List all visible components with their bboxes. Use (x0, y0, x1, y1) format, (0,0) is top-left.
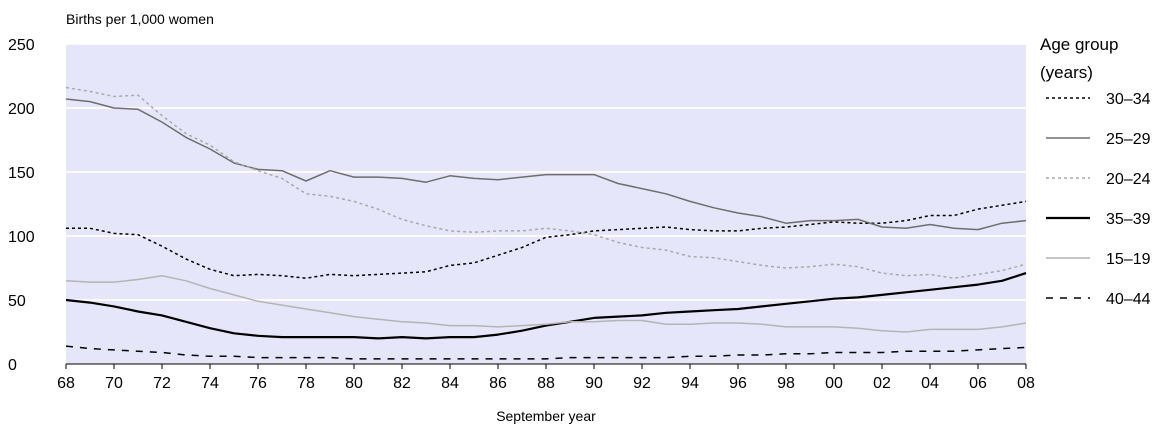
x-tick-label-84: 84 (441, 375, 459, 392)
x-tick-label-72: 72 (153, 375, 171, 392)
x-tick-label-82: 82 (393, 375, 411, 392)
plot-background (66, 44, 1026, 364)
legend-title-line1: Age group (1040, 35, 1118, 54)
x-tick-label-08: 08 (1017, 375, 1035, 392)
series-line-3 (65, 272, 1027, 340)
legend-label-5: 40–44 (1106, 291, 1151, 308)
series-line-2 (65, 86, 1027, 279)
y-tick-label-100: 100 (8, 229, 35, 246)
x-tick-label-96: 96 (729, 375, 747, 392)
x-tick-label-88: 88 (537, 375, 555, 392)
y-tick-label-0: 0 (8, 357, 17, 374)
series-lines (65, 86, 1027, 360)
x-tick-label-76: 76 (249, 375, 267, 392)
legend-title-line2: (years) (1040, 63, 1093, 82)
x-tick-label-74: 74 (201, 375, 219, 392)
legend-label-1: 25–29 (1106, 131, 1151, 148)
series-line-5 (65, 345, 1027, 360)
x-tick-label-94: 94 (681, 375, 699, 392)
legend: Age group (years) 30–34 25–29 20–24 35–39 15… (1040, 35, 1151, 308)
x-tick-label-78: 78 (297, 375, 315, 392)
legend-label-0: 30–34 (1106, 91, 1151, 108)
legend-label-3: 35–39 (1106, 211, 1151, 228)
x-tick-label-80: 80 (345, 375, 363, 392)
x-tick-label-90: 90 (585, 375, 603, 392)
x-tick-label-02: 02 (873, 375, 891, 392)
x-tick-label-98: 98 (777, 375, 795, 392)
x-tick-label-00: 00 (825, 375, 843, 392)
series-line-1 (65, 98, 1027, 231)
legend-label-4: 15–19 (1106, 251, 1151, 268)
y-tick-label-50: 50 (8, 293, 26, 310)
series-line-4 (65, 274, 1027, 333)
y-axis-ticks: 0 50 100 150 200 250 (8, 37, 35, 374)
y-tick-label-200: 200 (8, 101, 35, 118)
legend-label-2: 20–24 (1106, 171, 1151, 188)
x-tick-label-86: 86 (489, 375, 507, 392)
legend-items: 30–34 25–29 20–24 35–39 15–19 40–44 (1046, 91, 1151, 308)
x-tick-label-06: 06 (969, 375, 987, 392)
y-tick-label-250: 250 (8, 37, 35, 54)
x-tick-label-68: 68 (57, 375, 75, 392)
gridlines (66, 43, 1026, 301)
x-axis-ticks: 68 70 72 74 76 78 80 82 84 86 88 90 92 94 96 98 00 02 04 06… (57, 364, 1035, 392)
y-tick-label-150: 150 (8, 165, 35, 182)
x-axis-title: September year (496, 408, 596, 424)
x-tick-label-04: 04 (921, 375, 939, 392)
x-tick-label-92: 92 (633, 375, 651, 392)
series-line-0 (66, 200, 1027, 279)
y-axis-title: Births per 1,000 women (66, 11, 214, 27)
x-tick-label-70: 70 (105, 375, 123, 392)
